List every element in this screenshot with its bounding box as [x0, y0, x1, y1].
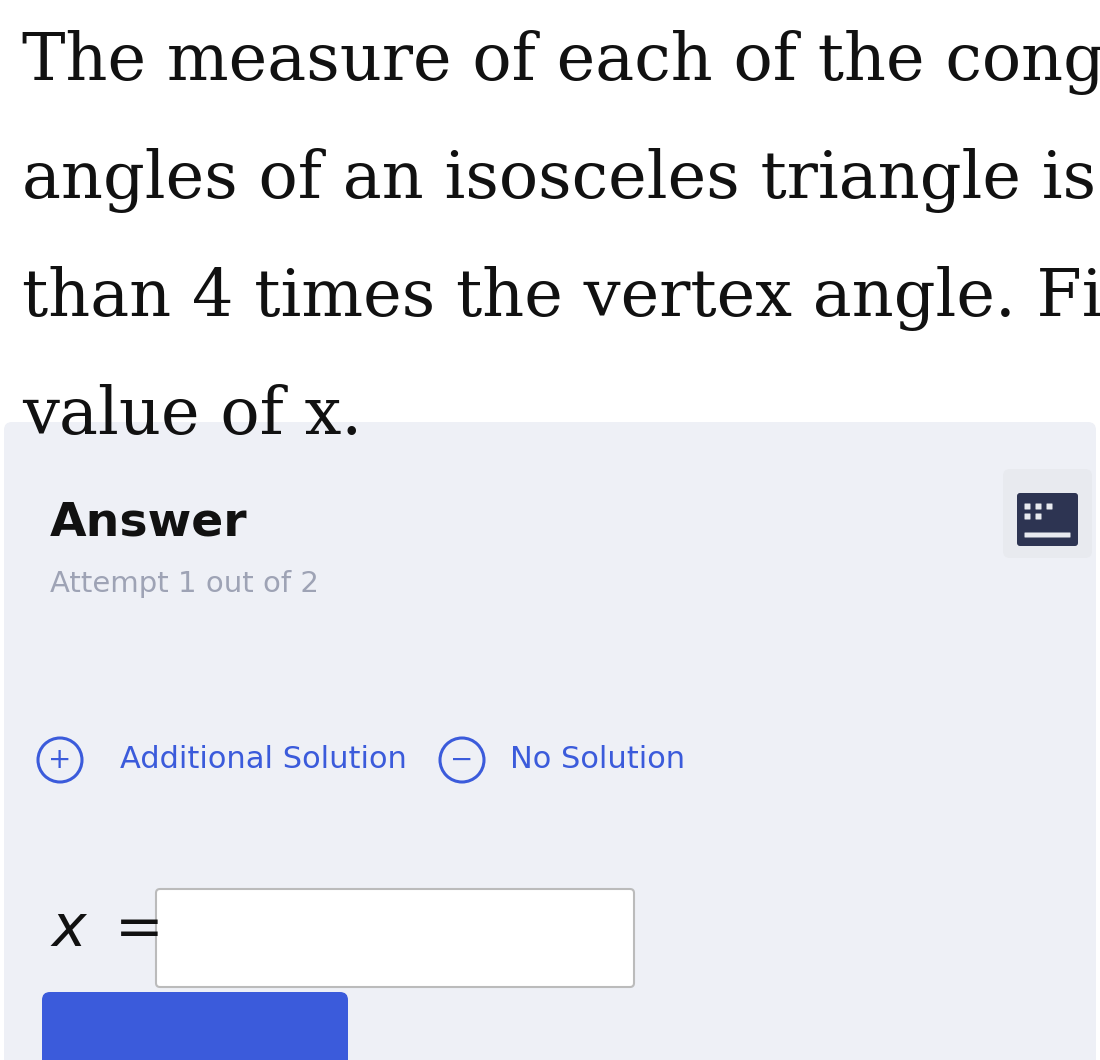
FancyBboxPatch shape: [1003, 469, 1092, 558]
Text: The measure of each of the congruent: The measure of each of the congruent: [22, 30, 1100, 95]
FancyBboxPatch shape: [42, 992, 348, 1060]
FancyBboxPatch shape: [1024, 504, 1031, 510]
Text: Additional Solution: Additional Solution: [120, 745, 407, 775]
Text: +: +: [48, 746, 72, 774]
FancyBboxPatch shape: [1024, 532, 1070, 537]
Text: −: −: [450, 746, 474, 774]
Text: =: =: [116, 901, 164, 958]
Text: Attempt 1 out of 2: Attempt 1 out of 2: [50, 570, 319, 598]
Text: Answer: Answer: [50, 500, 248, 545]
FancyBboxPatch shape: [4, 422, 1096, 1060]
Text: $x$: $x$: [50, 901, 88, 958]
FancyBboxPatch shape: [1024, 513, 1031, 519]
FancyBboxPatch shape: [1035, 504, 1042, 510]
FancyBboxPatch shape: [156, 889, 634, 987]
Text: value of x.: value of x.: [22, 384, 362, 448]
FancyBboxPatch shape: [1018, 493, 1078, 546]
FancyBboxPatch shape: [1046, 504, 1053, 510]
Text: than 4 times the vertex angle. Find the: than 4 times the vertex angle. Find the: [22, 266, 1100, 331]
Text: angles of an isosceles triangle is 9° less: angles of an isosceles triangle is 9° le…: [22, 148, 1100, 213]
Text: No Solution: No Solution: [510, 745, 685, 775]
FancyBboxPatch shape: [1035, 513, 1042, 519]
